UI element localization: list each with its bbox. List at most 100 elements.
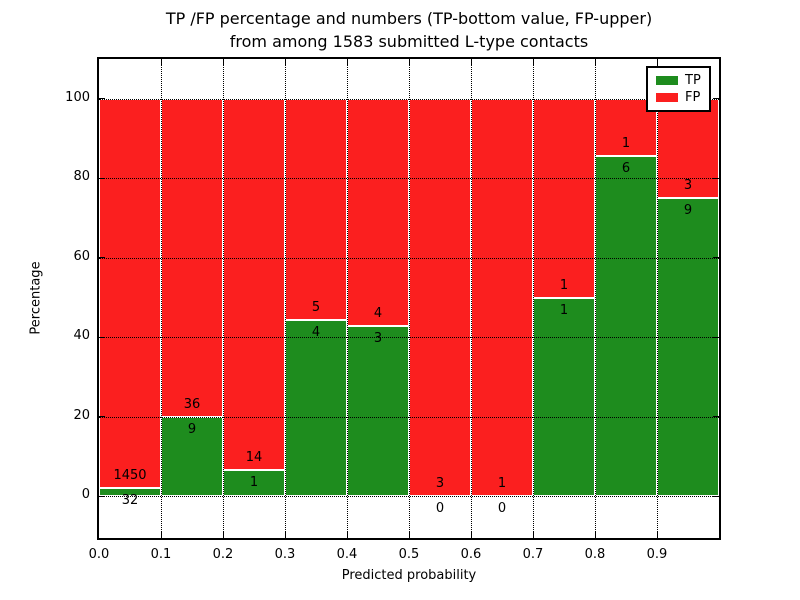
fp-count-label: 1 — [497, 476, 507, 492]
bar-segment-tp — [347, 325, 409, 497]
v-gridline — [533, 59, 534, 538]
chart-title-line-2: from among 1583 submitted L-type contact… — [229, 32, 589, 51]
x-tick-mark — [408, 59, 410, 65]
x-tick-mark — [656, 59, 658, 65]
y-tick-label: 100 — [65, 89, 90, 105]
y-tick-mark — [99, 257, 105, 259]
v-gridline — [595, 59, 596, 538]
fp-count-label: 1 — [621, 135, 631, 151]
legend-tp-swatch-icon — [656, 76, 678, 85]
x-tick-label: 0.4 — [336, 547, 358, 562]
tp-count-label: 0 — [497, 501, 507, 517]
y-tick-label: 40 — [73, 328, 90, 344]
bar-segment-tp — [223, 469, 285, 497]
x-tick-label: 0.8 — [584, 547, 606, 562]
bar-segment-fp — [99, 98, 161, 488]
fp-count-label: 3 — [683, 178, 693, 194]
legend: TP FP — [646, 66, 711, 112]
x-tick-label: 0.1 — [150, 547, 172, 562]
tp-count-label: 4 — [311, 324, 321, 340]
tp-count-label: 0 — [435, 501, 445, 517]
tp-count-label: 9 — [187, 421, 197, 437]
y-tick-mark — [99, 336, 105, 338]
x-tick-label: 0.0 — [88, 547, 110, 562]
y-tick-mark — [99, 177, 105, 179]
fp-count-label: 1450 — [113, 467, 147, 483]
y-axis-label: Percentage — [28, 261, 44, 335]
x-tick-label: 0.7 — [522, 547, 544, 562]
plot-area: 1450 32 36 9 14 1 5 4 4 3 3 0 1 0 1 1 1 6 3 9 — [97, 57, 721, 540]
y-tick-mark — [99, 98, 105, 100]
v-gridline — [285, 59, 286, 538]
x-tick-mark — [222, 59, 224, 65]
bar-segment-fp — [409, 98, 471, 497]
y-tick-label: 0 — [81, 487, 90, 503]
x-tick-mark — [160, 59, 162, 65]
x-tick-label: 0.5 — [398, 547, 420, 562]
x-tick-label: 0.3 — [274, 547, 296, 562]
v-gridline — [471, 59, 472, 538]
fp-count-label: 36 — [183, 396, 201, 412]
v-gridline — [409, 59, 410, 538]
legend-fp-swatch-icon — [656, 93, 678, 102]
bar-segment-tp — [533, 297, 595, 497]
bar-segment-tp — [99, 487, 161, 497]
v-gridline — [161, 59, 162, 538]
tp-count-label: 1 — [249, 474, 259, 490]
y-tick-mark — [713, 336, 719, 338]
y-tick-label: 60 — [73, 248, 90, 264]
bar-segment-fp — [471, 98, 533, 497]
x-tick-mark — [594, 532, 596, 538]
y-tick-mark — [99, 495, 105, 497]
x-tick-mark — [470, 59, 472, 65]
fp-count-label: 1 — [559, 277, 569, 293]
tp-count-label: 3 — [373, 330, 383, 346]
fp-count-label: 3 — [435, 476, 445, 492]
bar-segment-fp — [223, 98, 285, 470]
v-gridline — [223, 59, 224, 538]
tp-count-label: 9 — [683, 203, 693, 219]
x-tick-mark — [160, 532, 162, 538]
fp-count-label: 4 — [373, 305, 383, 321]
fp-count-label: 5 — [311, 299, 321, 315]
x-tick-mark — [346, 532, 348, 538]
legend-item-fp: FP — [656, 89, 701, 106]
x-tick-label: 0.2 — [212, 547, 234, 562]
x-tick-mark — [284, 59, 286, 65]
bar-segment-fp — [285, 98, 347, 320]
x-tick-mark — [470, 532, 472, 538]
x-axis-label: Predicted probability — [341, 568, 477, 583]
x-tick-mark — [346, 59, 348, 65]
y-tick-mark — [713, 257, 719, 259]
legend-tp-label: TP — [685, 73, 701, 88]
x-tick-label: 0.9 — [646, 547, 668, 562]
plot-inner: 1450 32 36 9 14 1 5 4 4 3 3 0 1 0 1 1 1 6 3 9 — [99, 59, 719, 538]
x-tick-mark — [532, 532, 534, 538]
tp-count-label: 32 — [121, 492, 139, 508]
x-tick-mark — [284, 532, 286, 538]
x-tick-mark — [408, 532, 410, 538]
x-tick-mark — [222, 532, 224, 538]
tp-count-label: 1 — [559, 302, 569, 318]
chart-title-line-1: TP /FP percentage and numbers (TP-bottom… — [165, 9, 653, 28]
fp-count-label: 14 — [245, 449, 263, 465]
y-tick-label: 80 — [73, 169, 90, 185]
bar-segment-tp — [285, 319, 347, 497]
x-tick-mark — [532, 59, 534, 65]
y-tick-mark — [713, 98, 719, 100]
y-tick-mark — [713, 495, 719, 497]
bar-segment-tp — [657, 198, 719, 497]
y-tick-mark — [713, 177, 719, 179]
x-tick-label: 0.6 — [460, 547, 482, 562]
v-gridline — [657, 59, 658, 538]
v-gridline — [347, 59, 348, 538]
y-tick-mark — [713, 416, 719, 418]
bar-segment-fp — [347, 98, 409, 326]
legend-fp-label: FP — [685, 90, 701, 105]
x-tick-mark — [656, 532, 658, 538]
y-tick-label: 20 — [73, 407, 90, 423]
bar-segment-fp — [533, 98, 595, 298]
tp-count-label: 6 — [621, 160, 631, 176]
y-tick-mark — [99, 416, 105, 418]
